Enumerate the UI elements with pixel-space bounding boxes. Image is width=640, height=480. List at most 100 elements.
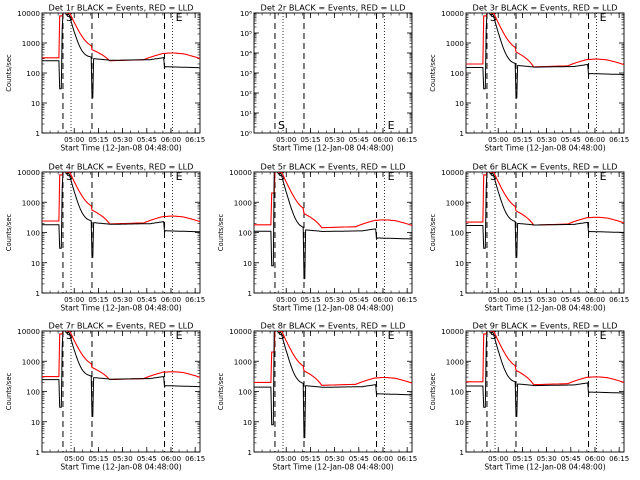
y-axis-label: Counts/sec [429, 54, 437, 92]
x-tick-label: 06:15 [609, 136, 629, 144]
x-tick-label: 05:00 [64, 296, 84, 304]
panel-det-4r: Det 4r BLACK = Events, RED = LLD 1 10 100 10… [5, 162, 205, 313]
x-tick-label: 05:00 [64, 455, 84, 463]
panel-det-9r: Det 9r BLACK = Events, RED = LLD 1 10 100 10… [429, 321, 629, 472]
x-tick-label: 05:00 [488, 136, 508, 144]
plot-frame [41, 171, 201, 294]
x-tick-label: 05:30 [113, 136, 133, 144]
x-axis-label: Start Time (12-Jan-08 04:48:00) [484, 304, 605, 313]
events-series-line [466, 13, 624, 99]
x-tick-label: 05:30 [537, 455, 557, 463]
x-tick-label: 05:30 [325, 455, 345, 463]
y-tick-label: 100 [238, 229, 252, 238]
x-tick-label: 06:00 [373, 455, 393, 463]
events-series-line [466, 331, 624, 417]
x-tick-label: 05:45 [349, 136, 369, 144]
marker-label-e: E [176, 170, 183, 183]
x-tick-label: 05:00 [488, 455, 508, 463]
x-tick-label: 06:00 [161, 136, 181, 144]
panel-title: Det 2r BLACK = Events, RED = LLD [261, 3, 406, 13]
panel-det-5r: Det 5r BLACK = Events, RED = LLD 1 10 100 10… [217, 162, 417, 313]
marker-label-e: E [388, 329, 395, 342]
x-tick-label: 05:15 [512, 136, 532, 144]
y-tick-label: 1000 [234, 198, 253, 207]
plot-frame [253, 171, 413, 294]
y-tick-label: 10 [455, 418, 465, 427]
x-axis-label: Start Time (12-Jan-08 04:48:00) [484, 144, 605, 153]
series-group [42, 172, 200, 258]
plot-frame [41, 12, 201, 134]
panel-title: Det 9r BLACK = Events, RED = LLD [473, 321, 618, 331]
x-tick-label: 06:00 [161, 296, 181, 304]
lld-series-line [466, 331, 624, 386]
marker-label-s: S [66, 329, 73, 342]
x-tick-label: 06:00 [585, 455, 605, 463]
plot-frame [253, 330, 413, 453]
y-tick-label: 1000 [446, 198, 465, 207]
y-axis-label: Counts/sec [217, 214, 225, 252]
y-tick-label: 10000 [441, 9, 464, 18]
x-tick-label: 05:45 [137, 455, 157, 463]
x-axis-label: Start Time (12-Jan-08 04:48:00) [484, 463, 605, 472]
y-tick-label: 10⁴ [240, 49, 252, 58]
events-series-line [466, 172, 624, 258]
x-tick-label: 05:15 [300, 296, 320, 304]
series-group [254, 331, 412, 439]
events-series-line [42, 331, 200, 417]
marker-label-e: E [600, 170, 607, 183]
x-tick-label: 06:00 [585, 136, 605, 144]
plot-frame [253, 12, 413, 134]
x-tick-label: 05:45 [137, 296, 157, 304]
x-tick-label: 05:00 [276, 296, 296, 304]
x-axis-label: Start Time (12-Jan-08 04:48:00) [272, 144, 393, 153]
x-tick-label: 05:30 [325, 296, 345, 304]
y-tick-label: 1 [459, 129, 464, 138]
x-tick-label: 05:45 [349, 296, 369, 304]
series-group [466, 172, 624, 258]
y-axis-label: Counts/sec [5, 54, 13, 92]
x-tick-label: 05:45 [561, 455, 581, 463]
y-tick-label: 1 [459, 448, 464, 457]
marker-label-s: S [66, 11, 73, 24]
panel-det-3r: Det 3r BLACK = Events, RED = LLD 1 10 100 10… [429, 3, 629, 153]
y-tick-label: 1 [459, 289, 464, 298]
x-tick-label: 06:15 [185, 296, 205, 304]
x-tick-label: 05:15 [512, 455, 532, 463]
marker-label-e: E [600, 11, 607, 24]
y-tick-label: 10 [455, 259, 465, 268]
x-tick-label: 05:15 [88, 455, 108, 463]
panel-det-8r: Det 8r BLACK = Events, RED = LLD 1 10 100 10… [217, 321, 417, 472]
x-axis-label: Start Time (12-Jan-08 04:48:00) [272, 304, 393, 313]
x-axis-label: Start Time (12-Jan-08 04:48:00) [60, 144, 181, 153]
panel-det-1r: Det 1r BLACK = Events, RED = LLD 1 10 100 10… [5, 3, 205, 153]
x-tick-label: 05:15 [512, 296, 532, 304]
series-group [42, 13, 200, 99]
panel-title: Det 5r BLACK = Events, RED = LLD [261, 162, 406, 172]
x-tick-label: 05:45 [137, 136, 157, 144]
y-axis-label: Counts/sec [429, 214, 437, 252]
y-tick-label: 100 [26, 229, 40, 238]
plot-frame [465, 171, 625, 294]
x-axis-label: Start Time (12-Jan-08 04:48:00) [60, 463, 181, 472]
x-tick-label: 05:45 [561, 136, 581, 144]
panel-title: Det 3r BLACK = Events, RED = LLD [473, 3, 618, 13]
y-tick-label: 100 [450, 69, 464, 78]
x-tick-label: 05:15 [88, 136, 108, 144]
events-series-line [42, 13, 200, 99]
y-tick-label: 1000 [22, 198, 41, 207]
y-tick-label: 100 [26, 388, 40, 397]
plot-frame [41, 330, 201, 453]
y-axis-label: Counts/sec [429, 373, 437, 411]
x-tick-label: 06:00 [585, 296, 605, 304]
y-tick-label: 1 [35, 448, 40, 457]
x-tick-label: 05:15 [300, 136, 320, 144]
y-tick-label: 10000 [229, 168, 252, 177]
y-tick-label: 100 [238, 388, 252, 397]
x-axis-label: Start Time (12-Jan-08 04:48:00) [60, 304, 181, 313]
panel-title: Det 1r BLACK = Events, RED = LLD [49, 3, 194, 13]
x-tick-label: 05:00 [276, 136, 296, 144]
y-tick-label: 10000 [441, 327, 464, 336]
plot-frame [465, 330, 625, 453]
x-tick-label: 05:45 [349, 455, 369, 463]
